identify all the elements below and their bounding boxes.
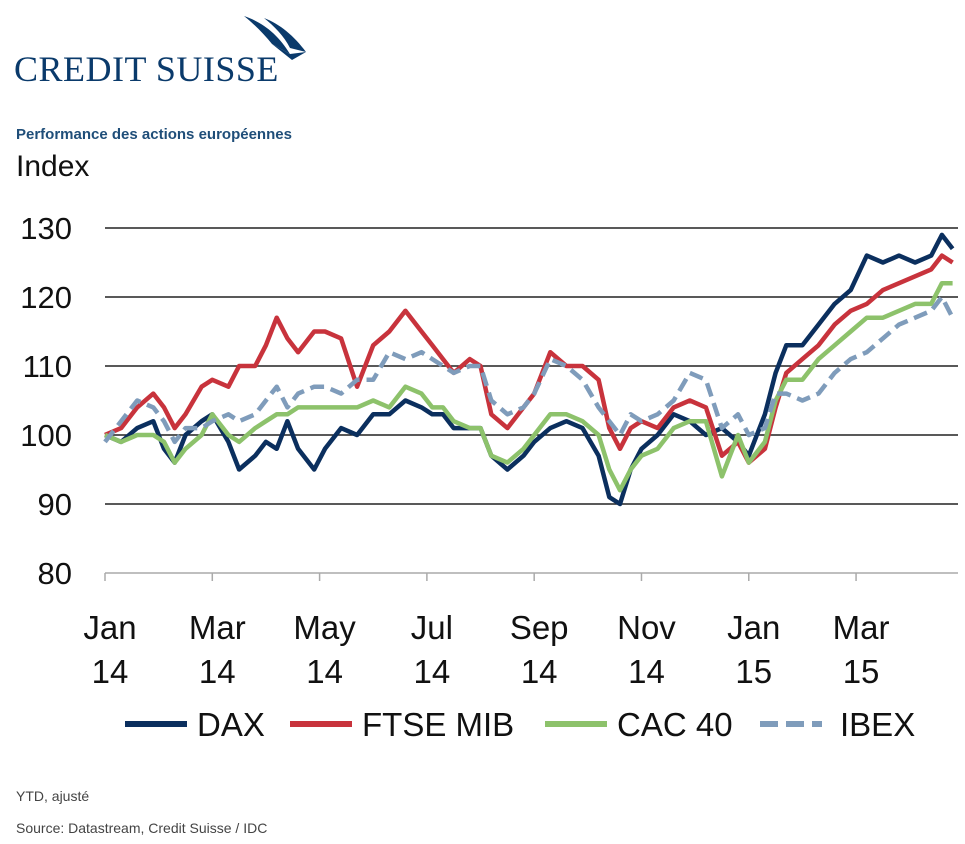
x-tick-label-2-0: May bbox=[293, 609, 356, 646]
credit-suisse-logo: CREDIT SUISSE bbox=[14, 14, 306, 89]
x-tick-label-5-1: 14 bbox=[628, 653, 665, 690]
x-tick-label-0-0: Jan bbox=[83, 609, 136, 646]
sail-icon bbox=[244, 16, 306, 60]
x-tick-label-4-0: Sep bbox=[510, 609, 569, 646]
x-tick-label-5-0: Nov bbox=[617, 609, 676, 646]
x-tick-label-1-1: 14 bbox=[199, 653, 236, 690]
y-tick-label-130: 130 bbox=[20, 211, 72, 246]
x-tick-label-4-1: 14 bbox=[521, 653, 558, 690]
x-tick-label-3-1: 14 bbox=[414, 653, 451, 690]
series-line-ibex bbox=[103, 294, 955, 445]
x-tick-label-7-1: 15 bbox=[843, 653, 880, 690]
x-tick-label-2-1: 14 bbox=[306, 653, 343, 690]
y-tick-label-80: 80 bbox=[38, 556, 72, 591]
x-tick-label-7-0: Mar bbox=[833, 609, 890, 646]
y-tick-label-90: 90 bbox=[38, 487, 72, 522]
logo-text: CREDIT SUISSE bbox=[14, 49, 279, 89]
series-line-dax bbox=[104, 232, 955, 507]
y-tick-label-120: 120 bbox=[20, 280, 72, 315]
legend-label-2: CAC 40 bbox=[617, 706, 733, 743]
line-chart: 80 90 100 110 120 130 Jan 14 Mar 14 May 14 Jul 14 Sep 1… bbox=[20, 211, 958, 743]
source-note: Source: Datastream, Credit Suisse / IDC bbox=[16, 820, 268, 836]
y-axis-label: Index bbox=[16, 150, 90, 183]
y-tick-label-100: 100 bbox=[20, 418, 72, 453]
x-tick-label-0-1: 14 bbox=[92, 653, 129, 690]
adjusted-note: YTD, ajusté bbox=[16, 788, 90, 804]
legend-label-3: IBEX bbox=[840, 706, 915, 743]
x-tick-label-3-0: Jul bbox=[411, 609, 453, 646]
legend-label-0: DAX bbox=[197, 706, 265, 743]
legend-label-1: FTSE MIB bbox=[362, 706, 514, 743]
series-line-ftse-mib bbox=[104, 253, 954, 465]
x-tick-label-1-0: Mar bbox=[189, 609, 246, 646]
y-tick-label-110: 110 bbox=[23, 349, 72, 384]
chart-subtitle: Performance des actions européennes bbox=[16, 126, 292, 143]
x-tick-label-6-0: Jan bbox=[727, 609, 780, 646]
series-line-cac-40 bbox=[104, 280, 953, 493]
x-tick-label-6-1: 15 bbox=[735, 653, 772, 690]
